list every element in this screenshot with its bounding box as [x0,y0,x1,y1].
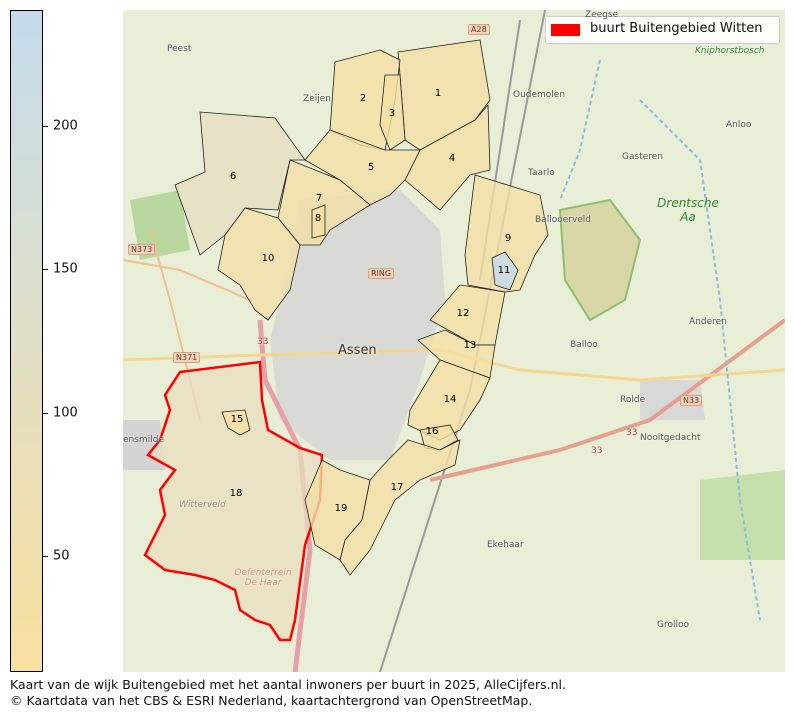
neighborhood-polygon[interactable] [304,459,371,561]
place-label: Nooitgedacht [640,433,701,443]
neighborhood-polygon[interactable] [404,103,491,211]
place-label: Anloo [726,120,752,130]
neighborhood-label: 12 [457,308,470,319]
neighborhood-polygon[interactable] [379,74,406,151]
neighborhood-label: 11 [498,265,511,276]
road-shield: N373 [128,244,156,255]
colorbar-tick-label: 50 [53,548,70,564]
place-label: Ekehaar [487,540,524,550]
colorbar-tick-label: 200 [53,118,78,134]
road-shield: N371 [173,352,201,363]
place-label: Rolde [620,395,646,405]
colorbar-tick-label: 150 [53,261,78,277]
place-label: Ballooerveld [535,215,592,225]
colorbar [10,10,43,672]
neighborhood-label: 14 [444,394,457,405]
road-shield: RING [368,268,395,279]
neighborhood-label: 16 [426,426,439,437]
neighborhood-polygon[interactable] [221,409,251,436]
neighborhood-label: 19 [335,503,348,514]
place-label: Drentsche Aa [657,196,719,224]
caption-title: Kaart van de wijk Buitengebied met het a… [10,677,566,692]
neighborhood-label: 2 [360,93,366,104]
colorbar-tick [43,126,48,127]
neighborhood-label: 1 [435,88,441,99]
neighborhood-polygon-highlighted[interactable] [143,360,324,642]
legend-swatch [551,24,580,36]
place-label: Oudemolen [513,90,566,100]
neighborhood-polygon[interactable] [217,207,301,321]
caption-attribution: © Kaartdata van het CBS & ESRI Nederland… [10,693,533,708]
road-shield: A28 [468,24,490,35]
road-number: 33 [626,428,638,438]
neighborhood-label: 15 [231,414,244,425]
neighborhood-polygons [143,39,549,642]
colorbar-tick [43,413,48,414]
neighborhood-label: 18 [230,488,243,499]
place-label: Kniphorstbosch [695,46,765,56]
place-label: Witterveld [179,500,226,510]
colorbar-tick [43,556,48,557]
place-label: Gasteren [622,152,663,162]
place-label: Taarlo [528,168,555,178]
road-number: 33 [257,337,269,347]
neighborhood-label: 7 [316,193,322,204]
map-legend: buurt Buitengebied Witten [545,16,780,44]
neighborhood-label: 5 [368,162,374,173]
road-shield: N33 [680,395,703,406]
place-label: Oefenterrein De Haar [234,568,292,588]
legend-label: buurt Buitengebied Witten [590,21,763,36]
colorbar-tick-label: 100 [53,405,78,421]
place-label: Zeegse [585,10,619,20]
neighborhood-label: 3 [389,108,395,119]
place-label: Grolloo [657,620,689,630]
neighborhood-label: 17 [391,482,404,493]
place-label: Peest [167,44,192,54]
neighborhood-label: 13 [464,340,477,351]
neighborhood-polygon[interactable] [464,174,549,293]
place-label: Zeijen [303,94,331,104]
neighborhood-label: 6 [230,171,236,182]
place-label: ensmilde [123,435,164,445]
neighborhood-label: 8 [315,213,321,224]
road-number: 33 [591,446,603,456]
neighborhood-polygon[interactable] [304,129,421,206]
neighborhood-label: 4 [449,153,455,164]
place-label: Assen [338,343,377,358]
place-label: Balloo [570,340,598,350]
colorbar-tick [43,269,48,270]
neighborhood-polygon[interactable] [311,204,326,239]
neighborhood-label: 10 [262,253,275,264]
place-label: Anderen [689,317,727,327]
neighborhood-polygon[interactable] [491,251,519,291]
neighborhood-label: 9 [505,233,511,244]
map[interactable]: 1 2 3 4 5 6 7 8 9 10 11 12 13 14 15 16 17 18 19 Peest Zeij… [123,10,785,672]
